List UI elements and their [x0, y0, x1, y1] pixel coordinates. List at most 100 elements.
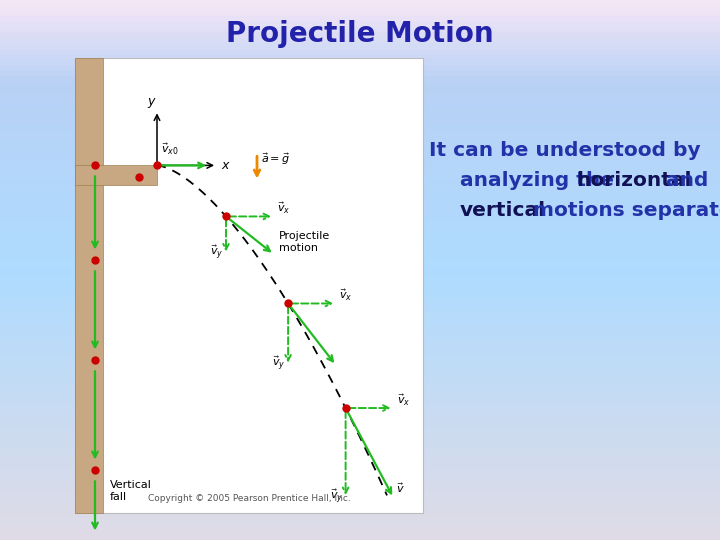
Bar	[0, 32, 720, 38]
Bar	[0, 443, 720, 448]
Bar	[75, 165, 157, 185]
Bar	[0, 43, 720, 49]
Text: $\vec{v}_x$: $\vec{v}_x$	[339, 288, 353, 303]
Bar	[0, 86, 720, 92]
Bar	[0, 335, 720, 340]
Bar	[0, 124, 720, 130]
Bar	[0, 221, 720, 227]
Bar	[0, 178, 720, 184]
Bar	[0, 189, 720, 194]
Bar	[0, 265, 720, 270]
Bar	[0, 151, 720, 157]
Text: $\vec{v}_y$: $\vec{v}_y$	[272, 355, 285, 373]
Text: It can be understood by: It can be understood by	[429, 140, 701, 159]
Bar	[0, 416, 720, 421]
Bar	[0, 103, 720, 108]
Text: y: y	[147, 96, 154, 109]
Text: $\vec{a}=\vec{g}$: $\vec{a}=\vec{g}$	[261, 152, 290, 167]
Bar	[0, 54, 720, 59]
Bar	[0, 167, 720, 173]
Bar	[0, 49, 720, 54]
Bar	[0, 92, 720, 97]
Bar	[0, 162, 720, 167]
Text: Copyright © 2005 Pearson Prentice Hall, Inc.: Copyright © 2005 Pearson Prentice Hall, …	[148, 494, 351, 503]
Bar	[0, 11, 720, 16]
Bar	[0, 297, 720, 302]
Text: and: and	[660, 171, 708, 190]
Bar	[0, 200, 720, 205]
Bar	[0, 216, 720, 221]
Bar	[0, 146, 720, 151]
Bar	[0, 508, 720, 513]
Text: vertical: vertical	[460, 200, 546, 219]
Text: x: x	[221, 159, 228, 172]
Bar	[0, 346, 720, 351]
Bar	[0, 286, 720, 292]
Text: $\vec{v}_x$: $\vec{v}_x$	[277, 201, 290, 216]
Bar	[0, 194, 720, 200]
Bar	[0, 383, 720, 389]
Bar	[0, 238, 720, 243]
Bar	[0, 27, 720, 32]
Text: $\vec{v}_x$: $\vec{v}_x$	[397, 392, 410, 408]
Text: Projectile
motion: Projectile motion	[279, 232, 330, 253]
Bar	[0, 259, 720, 265]
Text: $\vec{v}_y$: $\vec{v}_y$	[210, 244, 223, 262]
Bar	[0, 410, 720, 416]
Text: $\vec{v}$: $\vec{v}$	[395, 481, 405, 495]
Bar	[0, 351, 720, 356]
Bar	[0, 113, 720, 119]
Bar	[0, 400, 720, 405]
Text: Projectile Motion: Projectile Motion	[226, 20, 494, 48]
Bar	[0, 65, 720, 70]
Bar	[0, 324, 720, 329]
Bar	[0, 0, 720, 5]
Bar	[0, 454, 720, 459]
Bar	[0, 97, 720, 103]
Bar	[0, 292, 720, 297]
Bar	[0, 329, 720, 335]
Bar	[0, 497, 720, 502]
Bar	[0, 362, 720, 367]
Bar	[0, 248, 720, 254]
Text: horizontal: horizontal	[576, 171, 692, 190]
Bar	[0, 427, 720, 432]
Bar	[0, 340, 720, 346]
Bar	[0, 367, 720, 373]
Bar	[0, 437, 720, 443]
Bar	[0, 313, 720, 319]
Bar	[0, 464, 720, 470]
Bar	[0, 535, 720, 540]
Bar	[0, 502, 720, 508]
Bar	[0, 470, 720, 475]
Bar	[0, 378, 720, 383]
Bar	[0, 459, 720, 464]
Bar	[0, 308, 720, 313]
Bar	[0, 232, 720, 238]
Bar	[0, 76, 720, 81]
Bar	[0, 119, 720, 124]
Bar	[0, 184, 720, 189]
Bar	[0, 356, 720, 362]
Bar	[0, 59, 720, 65]
Bar	[0, 173, 720, 178]
Text: $\vec{v}_y$: $\vec{v}_y$	[330, 488, 343, 506]
Bar	[0, 211, 720, 216]
Bar	[0, 22, 720, 27]
Bar	[0, 81, 720, 86]
Text: motions separately.: motions separately.	[526, 200, 720, 219]
Bar	[75, 58, 423, 513]
Bar	[75, 58, 103, 513]
Bar	[0, 389, 720, 394]
Bar	[0, 394, 720, 400]
Text: Vertical
fall: Vertical fall	[110, 481, 152, 502]
Bar	[0, 157, 720, 162]
Bar	[0, 524, 720, 529]
Bar	[0, 270, 720, 275]
Bar	[0, 275, 720, 281]
Bar	[0, 518, 720, 524]
Bar	[0, 486, 720, 491]
Bar	[0, 448, 720, 454]
Bar	[0, 16, 720, 22]
Bar	[0, 405, 720, 410]
